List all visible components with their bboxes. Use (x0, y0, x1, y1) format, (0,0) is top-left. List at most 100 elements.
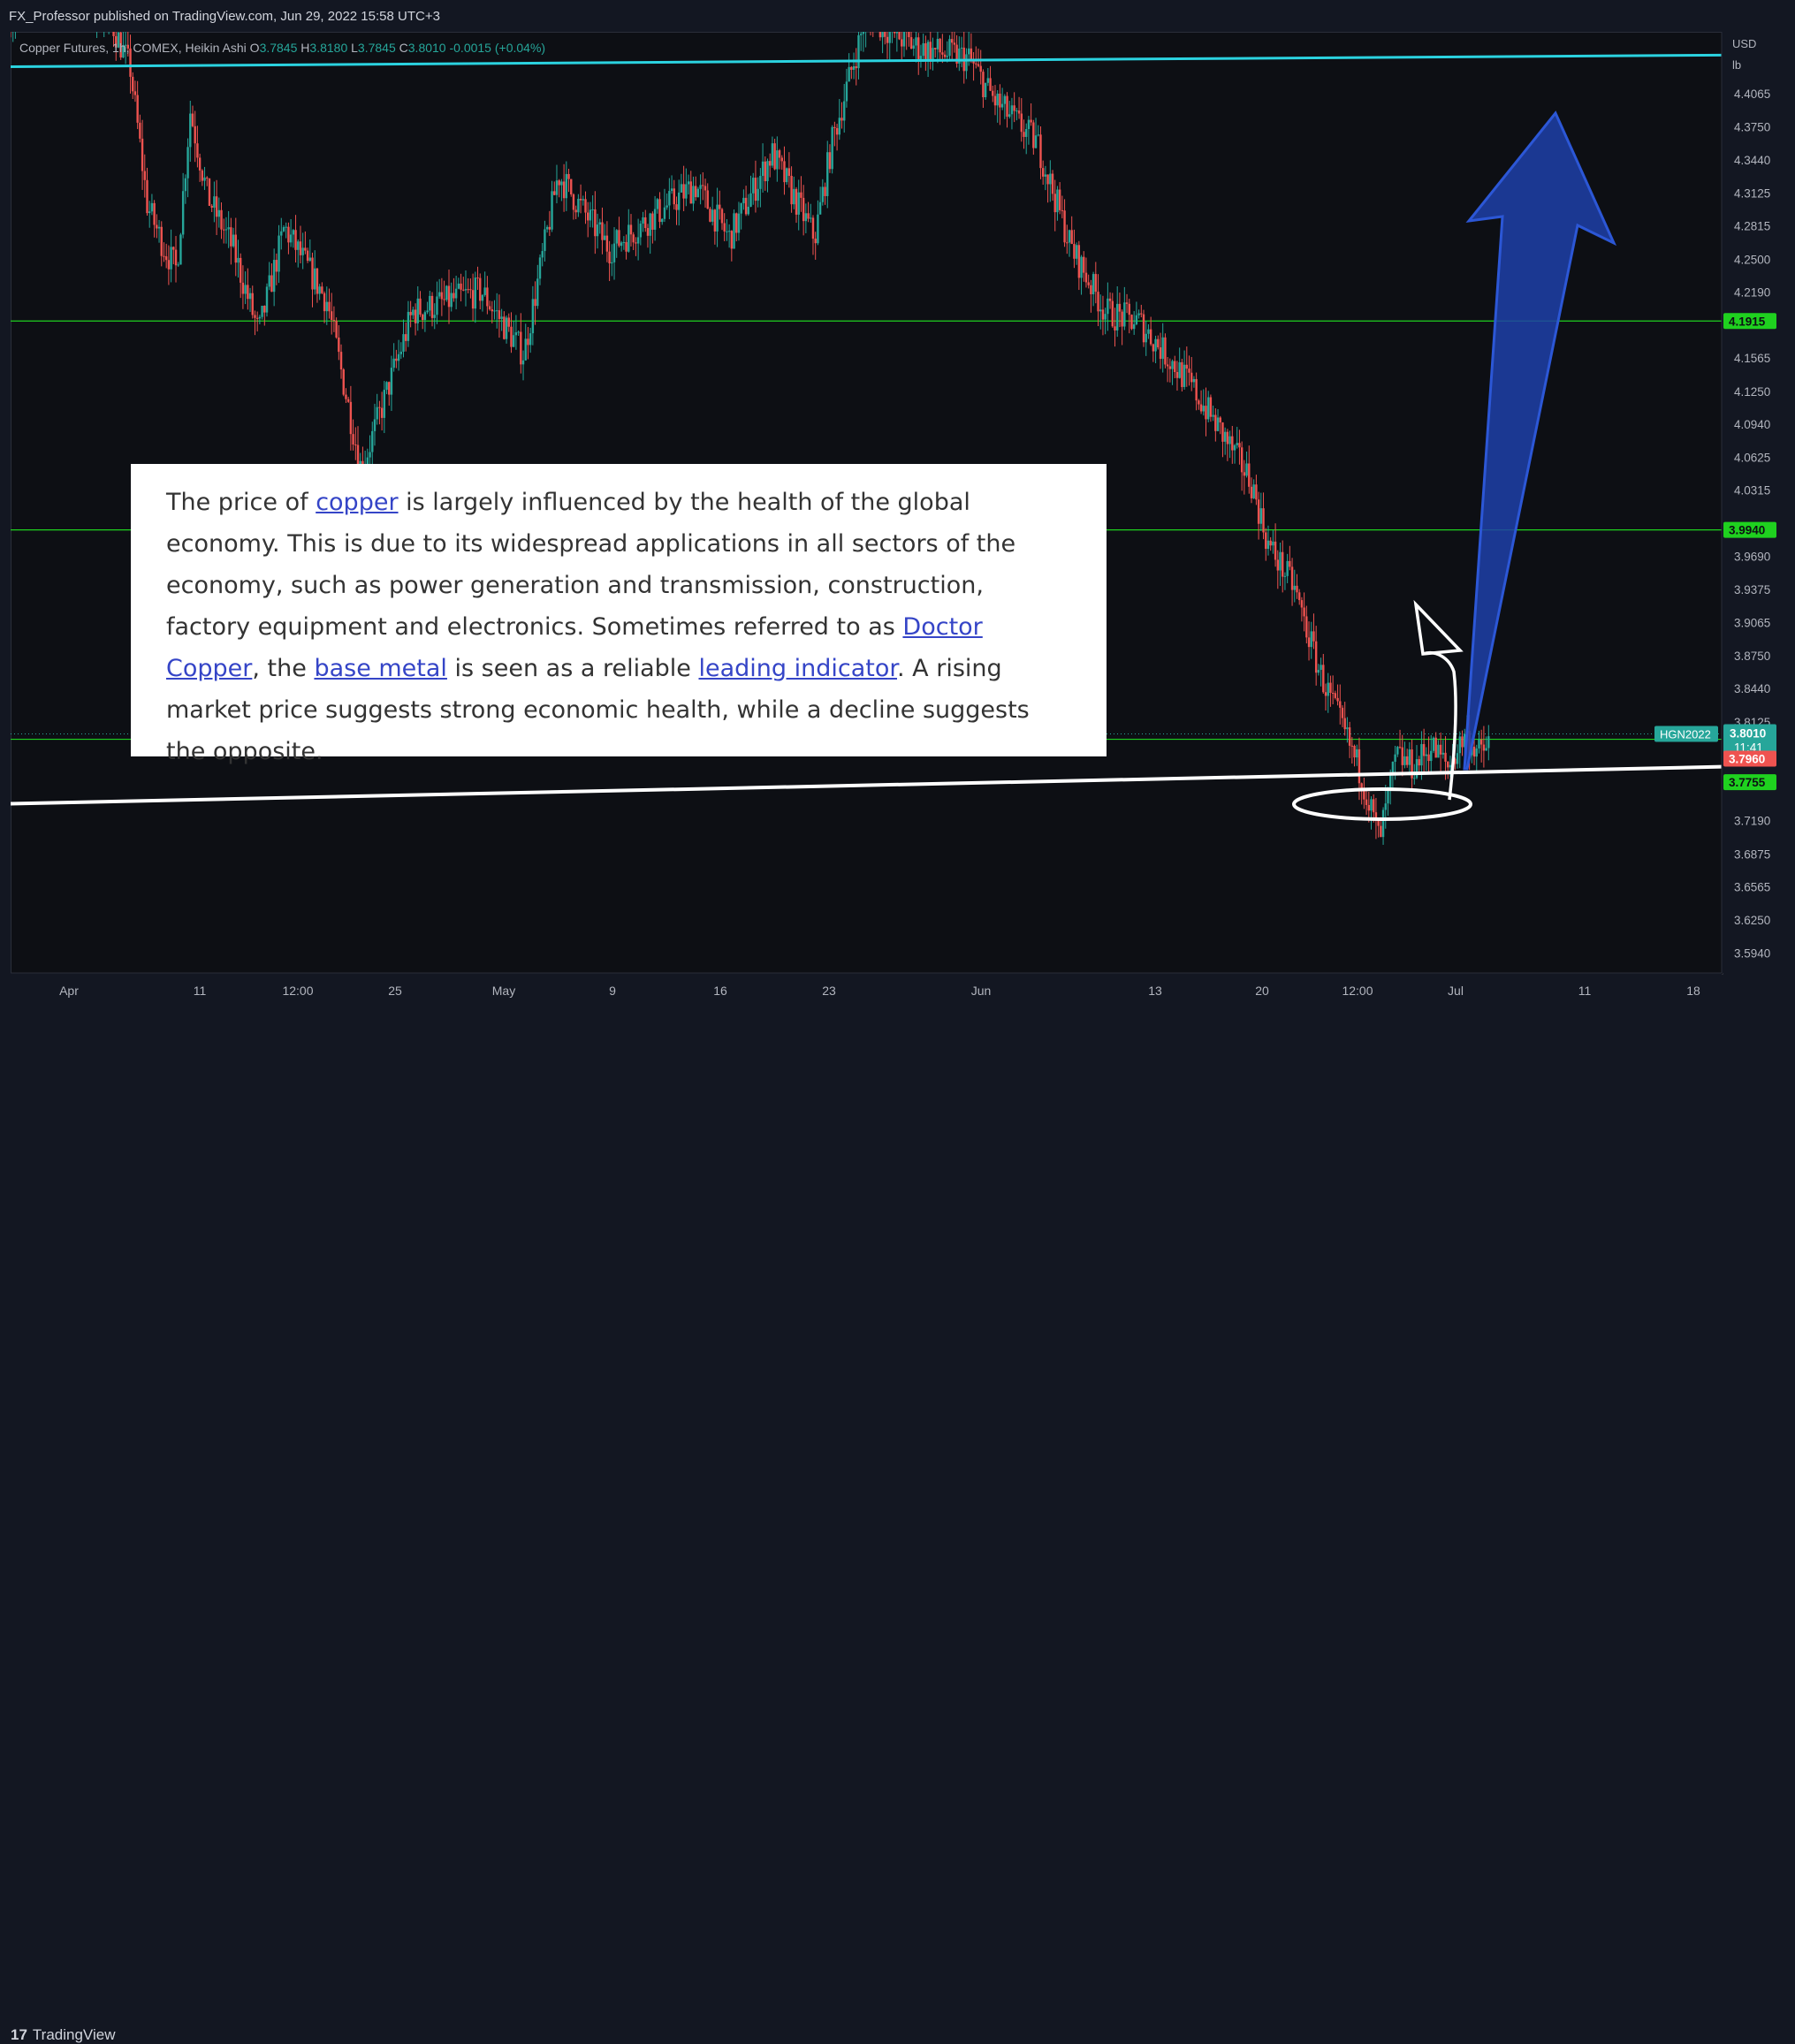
candle-body (172, 247, 175, 250)
candle-body (800, 192, 802, 198)
candle-body (268, 275, 270, 287)
candle-body (953, 42, 956, 45)
candle-body (520, 331, 522, 365)
candle-body (1053, 194, 1056, 213)
candle-body (28, 0, 30, 1)
price-tick-label: 4.0940 (1734, 418, 1770, 431)
candle-body (186, 147, 189, 179)
candle-body (939, 38, 941, 53)
candle-body (1472, 746, 1476, 757)
candle-body (14, 20, 16, 25)
high-value: 3.8180 (309, 41, 348, 55)
candle-body (764, 161, 766, 182)
candle-body (189, 113, 192, 148)
candle-body (699, 185, 702, 189)
candle-body (308, 257, 311, 262)
candle-body (742, 197, 745, 204)
candle-body (1380, 825, 1382, 838)
copper-link[interactable]: copper (316, 489, 399, 516)
candle-body (1216, 417, 1220, 431)
candle-body (1297, 592, 1301, 601)
candle-body (946, 56, 948, 57)
candle-body (1032, 122, 1035, 148)
candle-body (1171, 361, 1174, 369)
tradingview-logo[interactable]: 17 TradingView (11, 2026, 115, 2044)
candle-body (884, 32, 886, 37)
candle-body (41, 4, 42, 9)
candle-body (826, 152, 829, 196)
candle-body (440, 292, 444, 300)
candle-body (316, 268, 319, 294)
candle-body (735, 213, 738, 233)
candle-body (117, 32, 120, 48)
candle-body (706, 190, 709, 209)
candle-body (139, 122, 141, 139)
candle-body (635, 242, 637, 244)
candle-body (342, 369, 345, 395)
candle-body (632, 234, 635, 243)
candle-body (203, 177, 206, 181)
candle-body (1283, 575, 1287, 577)
candle-body (314, 268, 316, 290)
candle-body (1415, 759, 1419, 779)
candle-body (1286, 560, 1289, 576)
candle-body (824, 186, 826, 196)
candle-body (1094, 274, 1098, 293)
candle-body (625, 241, 627, 252)
candle-body (970, 48, 973, 60)
candle-body (1257, 499, 1260, 524)
candle-body (414, 309, 417, 323)
candle-body (1140, 313, 1143, 315)
candle-body (1041, 168, 1045, 177)
candle-body (840, 118, 843, 121)
candle-body (471, 290, 475, 309)
candle-body (345, 394, 347, 399)
candle-body (505, 317, 508, 339)
candle-body (1266, 540, 1270, 550)
candle-body (790, 175, 793, 205)
candle-body (843, 101, 846, 121)
candle-body (1212, 414, 1214, 417)
candle-body (773, 143, 776, 170)
price-tick-label: 4.1250 (1734, 385, 1770, 399)
candle-body (1276, 559, 1280, 571)
candle-body (651, 213, 654, 230)
candle-body (72, 2, 73, 5)
candle-body (407, 311, 410, 341)
candle-body (450, 293, 453, 308)
candle-body (339, 352, 343, 370)
candle-body (1157, 338, 1160, 348)
candle-body (807, 213, 810, 219)
candle-body (852, 66, 856, 71)
candle-body (397, 353, 400, 361)
doctor-copper-link[interactable]: Doctor Copper (166, 613, 983, 682)
candle-body (1056, 189, 1059, 213)
candle-body (416, 298, 419, 323)
candle-body (1166, 364, 1169, 367)
candle-body (101, 19, 103, 21)
candle-body (421, 314, 424, 321)
leading-indicator-link[interactable]: leading indicator (698, 655, 897, 682)
annotation-text-1: The price of (166, 489, 316, 516)
candle-body (493, 310, 496, 312)
candle-body (828, 152, 832, 170)
candle-body (902, 32, 906, 47)
candle-body (1121, 311, 1123, 327)
candle-body (886, 36, 889, 43)
candle-body (778, 150, 781, 158)
candle-body (670, 188, 673, 192)
candle-body (1161, 337, 1164, 360)
candle-body (1104, 314, 1107, 320)
time-tick-label: 18 (1686, 984, 1700, 998)
candle-body (612, 243, 616, 262)
candle-body (79, 9, 80, 10)
candle-body (445, 285, 448, 300)
candle-body (1367, 804, 1370, 811)
candle-body (263, 305, 266, 313)
candle-body (558, 180, 560, 186)
time-tick-label: 11 (1578, 984, 1592, 998)
candle-body (224, 229, 228, 231)
candle-body (1413, 778, 1416, 779)
base-metal-link[interactable]: base metal (314, 655, 447, 682)
close-value: 3.8010 (407, 41, 446, 55)
